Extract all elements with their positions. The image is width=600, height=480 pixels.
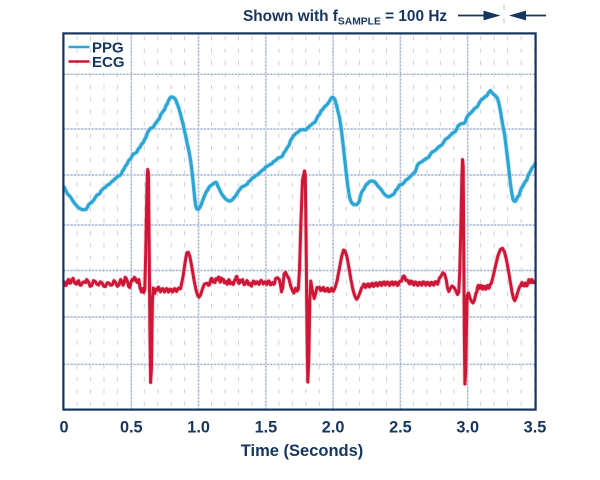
svg-text:3.5: 3.5: [524, 419, 547, 437]
svg-text:0.5: 0.5: [120, 419, 143, 437]
svg-text:2.5: 2.5: [389, 419, 412, 437]
svg-text:3.0: 3.0: [456, 419, 479, 437]
svg-text:Time (Seconds): Time (Seconds): [241, 442, 364, 460]
svg-text:1.0: 1.0: [187, 419, 210, 437]
svg-text:1.5: 1.5: [255, 419, 278, 437]
svg-text:PPG: PPG: [92, 39, 124, 56]
svg-text:ECG: ECG: [92, 54, 125, 71]
svg-text:0: 0: [59, 419, 68, 437]
svg-text:Shown with fSAMPLE = 100 Hz: Shown with fSAMPLE = 100 Hz: [243, 8, 447, 28]
svg-text:2.0: 2.0: [322, 419, 345, 437]
